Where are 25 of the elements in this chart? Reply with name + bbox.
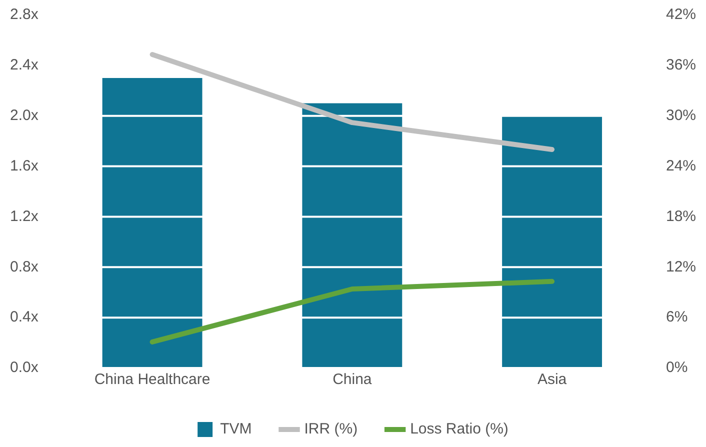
x-tick-label: China	[332, 371, 372, 388]
x-tick-label: Asia	[537, 371, 568, 388]
y-tick-label: 0.4x	[10, 308, 39, 326]
y2-tick-label: 30%	[666, 107, 696, 124]
legend-label: Loss Ratio (%)	[410, 420, 508, 438]
y2-tick-label: 42%	[666, 6, 696, 24]
y-tick-label: 2.8x	[10, 6, 39, 24]
bar	[302, 103, 402, 368]
y2-tick-label: 36%	[666, 56, 696, 74]
bar	[502, 116, 602, 368]
x-tick-label: China Healthcare	[94, 371, 210, 388]
legend-label: TVM	[220, 420, 252, 438]
y2-tick-label: 24%	[666, 157, 696, 174]
y2-tick-label: 18%	[666, 208, 696, 225]
y-tick-label: 2.4x	[10, 56, 39, 74]
y2-tick-label: 0%	[666, 359, 688, 376]
bar	[102, 78, 202, 368]
y-tick-label: 2.0x	[10, 107, 39, 124]
y-tick-label: 0.8x	[10, 258, 39, 276]
y2-tick-label: 6%	[666, 308, 688, 326]
y2-tick-label: 12%	[666, 258, 696, 276]
legend-label: IRR (%)	[304, 420, 358, 438]
y-tick-label: 0.0x	[10, 359, 39, 376]
y-tick-label: 1.2x	[10, 208, 39, 225]
y-tick-label: 1.6x	[10, 157, 39, 174]
